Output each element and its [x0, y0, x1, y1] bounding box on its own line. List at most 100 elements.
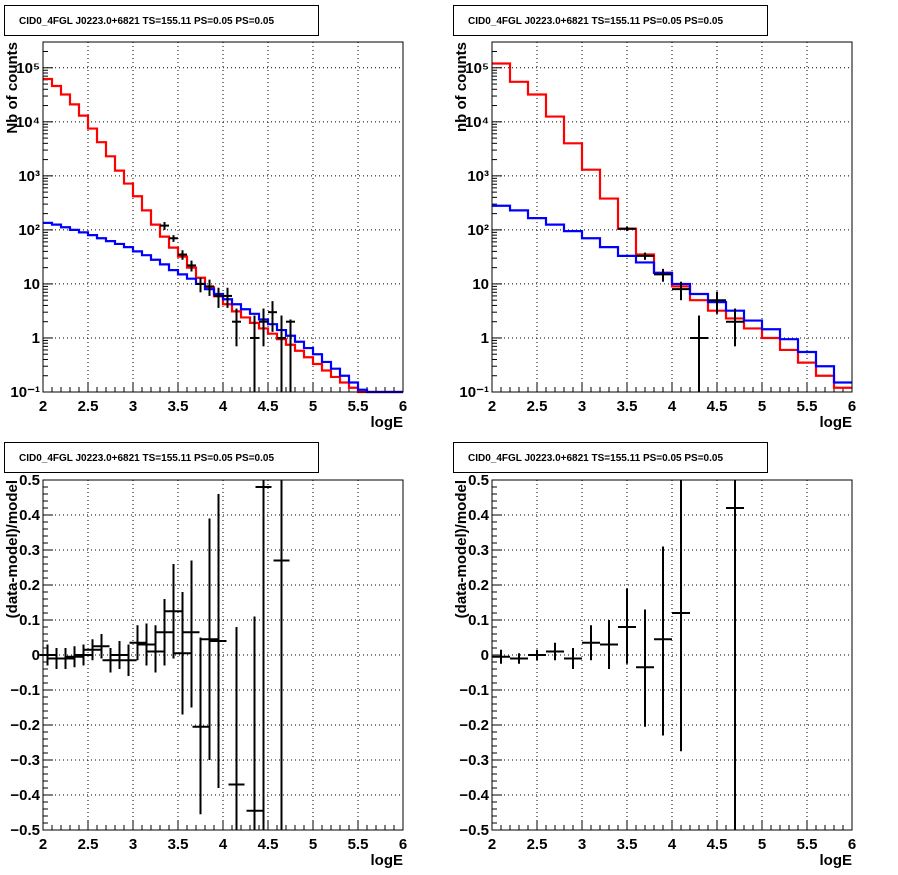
x-axis-title: logE: [820, 852, 853, 869]
x-tick-label: 4.5: [707, 398, 728, 415]
y-tick-label: −0.1: [10, 682, 40, 699]
title-box: [4, 5, 319, 36]
x-tick-label: 2.5: [527, 398, 548, 415]
y-tick-label: 0.3: [19, 542, 40, 559]
chart-title: CID0_4FGL J0223.0+6821 TS=155.11 PS=0.05…: [468, 16, 723, 27]
x-tick-label: 2: [39, 836, 47, 853]
y-tick-label: 0.4: [468, 507, 490, 524]
y-tick-label: 10³: [467, 168, 489, 185]
y-axis-title: nb of counts: [453, 42, 470, 132]
x-tick-label: 4: [668, 836, 677, 853]
y-tick-label: −0.3: [10, 752, 40, 769]
x-tick-label: 6: [848, 398, 856, 415]
plot-frame: [42, 41, 404, 393]
y-tick-label: 0: [481, 647, 489, 664]
x-tick-label: 5.5: [797, 836, 818, 853]
y-tick-label: 10²: [467, 222, 489, 239]
x-axis-title: logE: [371, 852, 404, 869]
y-tick-label: 0.3: [468, 542, 489, 559]
x-axis-title: logE: [820, 414, 853, 431]
plot-frame: [491, 479, 853, 831]
y-tick-label: 0.4: [19, 507, 41, 524]
x-tick-label: 3: [129, 836, 137, 853]
x-tick-label: 3: [578, 836, 586, 853]
x-tick-label: 3: [129, 398, 137, 415]
plot-frame: [491, 41, 853, 393]
series-1-step-line: [492, 204, 852, 384]
x-tick-label: 5: [309, 836, 317, 853]
residual-panel-left: CID0_4FGL J0223.0+6821 TS=155.11 PS=0.05…: [4, 442, 407, 869]
x-tick-label: 5.5: [348, 836, 369, 853]
x-tick-label: 2.5: [78, 836, 99, 853]
x-tick-label: 3.5: [617, 398, 638, 415]
y-tick-label: 10⁻¹: [10, 384, 40, 401]
x-tick-label: 5.5: [348, 398, 369, 415]
x-tick-label: 2: [488, 836, 496, 853]
x-tick-label: 4.5: [258, 398, 279, 415]
x-tick-label: 5: [758, 398, 766, 415]
x-tick-label: 6: [399, 398, 407, 415]
y-tick-label: 10⁵: [465, 60, 489, 77]
y-axis-title: Nb of counts: [4, 42, 21, 134]
y-tick-label: −0.5: [459, 822, 489, 839]
y-tick-label: 1: [481, 330, 489, 347]
x-tick-label: 3.5: [168, 836, 189, 853]
plot-frame: [42, 479, 404, 831]
y-tick-label: 0.2: [468, 577, 489, 594]
x-tick-label: 2: [39, 398, 47, 415]
y-tick-label: 0: [32, 647, 40, 664]
y-tick-label: 0.5: [19, 472, 40, 489]
counts-panel-left: CID0_4FGL J0223.0+6821 TS=155.11 PS=0.05…: [4, 5, 407, 431]
y-tick-label: 10⁵: [16, 60, 40, 77]
plot-area: [492, 42, 852, 392]
y-tick-label: −0.2: [459, 717, 489, 734]
x-tick-label: 6: [848, 836, 856, 853]
y-tick-label: 10: [472, 276, 489, 293]
y-tick-label: −0.4: [10, 787, 40, 804]
plot-area: [43, 42, 403, 392]
y-tick-label: 10⁻¹: [459, 384, 489, 401]
y-tick-label: −0.2: [10, 717, 40, 734]
x-tick-label: 2.5: [527, 836, 548, 853]
x-tick-label: 3: [578, 398, 586, 415]
y-tick-label: 0.5: [468, 472, 489, 489]
x-tick-label: 5.5: [797, 398, 818, 415]
y-tick-label: 10³: [18, 168, 40, 185]
x-tick-label: 4: [219, 836, 228, 853]
x-tick-label: 4.5: [258, 836, 279, 853]
x-tick-label: 3.5: [168, 398, 189, 415]
x-tick-label: 5: [758, 836, 766, 853]
y-tick-label: 0.1: [19, 612, 40, 629]
x-tick-label: 6: [399, 836, 407, 853]
x-tick-label: 4: [668, 398, 677, 415]
y-tick-label: 10: [23, 276, 40, 293]
y-tick-label: 10⁴: [465, 114, 489, 131]
y-tick-label: 0.2: [19, 577, 40, 594]
chart-title: CID0_4FGL J0223.0+6821 TS=155.11 PS=0.05…: [19, 16, 274, 27]
y-tick-label: 0.1: [468, 612, 489, 629]
title-box: [453, 5, 768, 36]
x-tick-label: 4: [219, 398, 228, 415]
x-tick-label: 2.5: [78, 398, 99, 415]
y-tick-label: 1: [32, 330, 40, 347]
x-axis-title: logE: [371, 414, 404, 431]
y-axis-title: (data-model)/model: [453, 480, 470, 618]
y-tick-label: 10²: [18, 222, 40, 239]
title-box: [453, 442, 768, 473]
y-tick-label: −0.4: [459, 787, 489, 804]
series-1-step-line: [43, 221, 403, 394]
y-tick-label: −0.1: [459, 682, 489, 699]
y-tick-label: −0.3: [459, 752, 489, 769]
chart-title: CID0_4FGL J0223.0+6821 TS=155.11 PS=0.05…: [19, 453, 274, 464]
y-axis-title: (data-model)/model: [4, 480, 21, 618]
x-tick-label: 5: [309, 398, 317, 415]
counts-panel-right: CID0_4FGL J0223.0+6821 TS=155.11 PS=0.05…: [453, 5, 856, 431]
residual-panel-right: CID0_4FGL J0223.0+6821 TS=155.11 PS=0.05…: [453, 442, 856, 869]
x-tick-label: 3.5: [617, 836, 638, 853]
chart-title: CID0_4FGL J0223.0+6821 TS=155.11 PS=0.05…: [468, 453, 723, 464]
y-tick-label: −0.5: [10, 822, 40, 839]
x-tick-label: 4.5: [707, 836, 728, 853]
x-tick-label: 2: [488, 398, 496, 415]
title-box: [4, 442, 319, 473]
